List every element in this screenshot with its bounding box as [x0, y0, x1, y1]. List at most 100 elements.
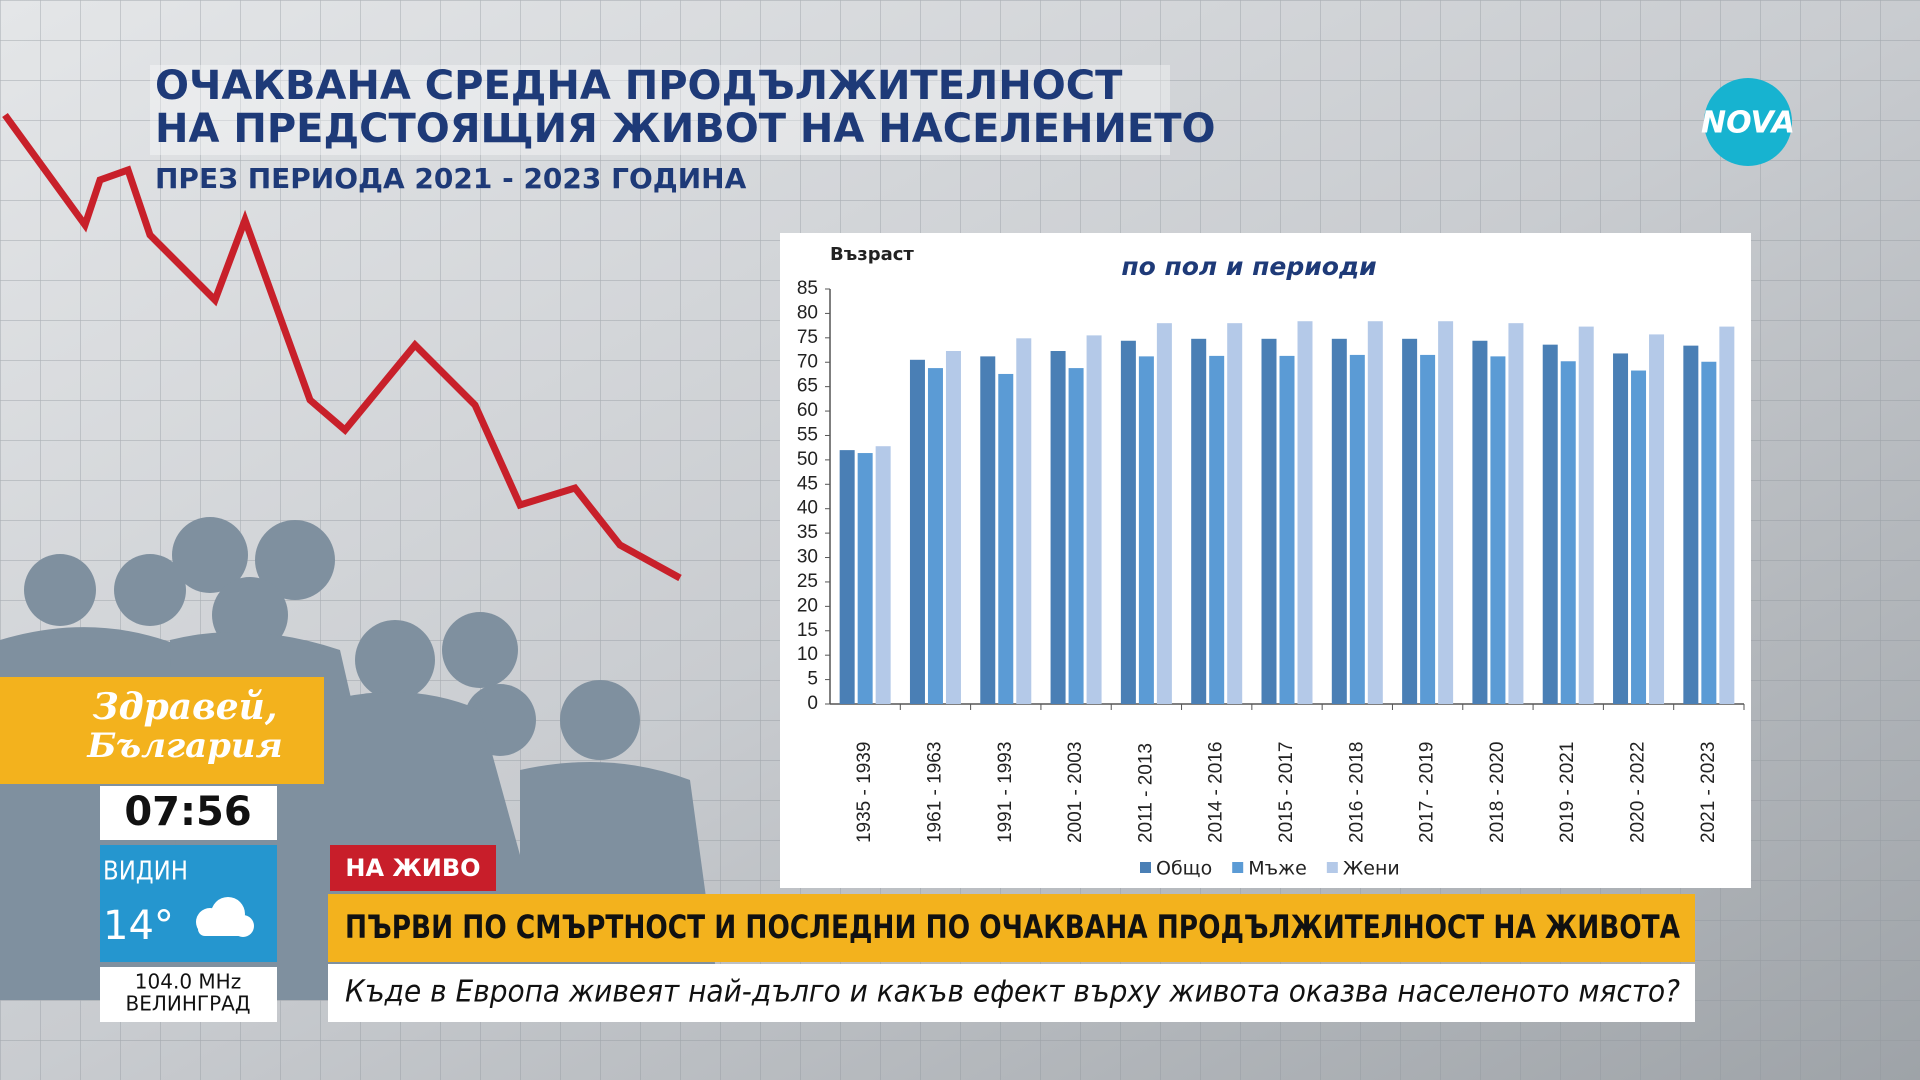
x-tick-label: 2011 - 2013: [1135, 743, 1156, 843]
bar: [1050, 351, 1066, 704]
y-tick-label: 45: [797, 473, 818, 494]
bar: [1227, 323, 1243, 704]
bar: [945, 351, 961, 704]
bar: [875, 446, 891, 704]
clock: 07:56: [124, 789, 251, 835]
chart-title: по пол и периоди: [1121, 252, 1376, 281]
legend-label: Жени: [1343, 858, 1400, 880]
show-name: България: [86, 726, 282, 766]
x-tick-label: 2019 - 2021: [1557, 742, 1578, 843]
headline: ПЪРВИ ПО СМЪРТНОСТ И ПОСЛЕДНИ ПО ОЧАКВАН…: [345, 908, 1680, 946]
bar: [1560, 361, 1576, 704]
logo-text: NOVA: [1701, 106, 1795, 141]
x-tick-label: 1961 - 1963: [924, 742, 945, 843]
chart: Възраст по пол и периоди 0 5 10 15 20 25 30 35 4…: [797, 244, 1745, 880]
y-tick-label: 70: [797, 351, 818, 372]
bar: [1542, 344, 1558, 704]
y-tick-label: 85: [797, 278, 818, 299]
y-tick-label: 60: [797, 400, 818, 421]
x-tick-label: 1935 - 1939: [854, 742, 875, 843]
y-tick-label: 20: [797, 595, 818, 616]
headline-bar: [328, 894, 1695, 962]
y-tick-label: 50: [797, 449, 818, 470]
title: НА ПРЕДСТОЯЩИЯ ЖИВОТ НА НАСЕЛЕНИЕТО: [155, 106, 1216, 152]
bar: [1420, 354, 1436, 704]
bar: [1508, 323, 1524, 704]
bar: [1156, 323, 1172, 704]
x-tick-label: 2020 - 2022: [1628, 742, 1649, 843]
bar: [1402, 338, 1418, 704]
bar: [1438, 321, 1454, 704]
weather-box: [100, 845, 277, 962]
weather-city: ВИДИН: [103, 857, 188, 887]
show-name: Здравей,: [93, 686, 278, 728]
bar: [1578, 326, 1594, 704]
bar: [1209, 355, 1225, 704]
live-badge: [330, 845, 496, 891]
bar: [1261, 338, 1277, 704]
bar: [1016, 338, 1032, 704]
bar: [1349, 354, 1365, 704]
bar: [980, 356, 996, 704]
bar: [998, 373, 1014, 704]
y-tick-label: 35: [797, 522, 818, 543]
x-tick-label: 2014 - 2016: [1206, 742, 1227, 843]
bar: [1279, 355, 1295, 704]
bar: [1086, 335, 1102, 704]
radio-frequency: 104.0 MHz: [135, 970, 241, 994]
bar: [909, 359, 925, 704]
weather-icon: [196, 897, 254, 937]
bar: [927, 368, 943, 704]
y-tick-label: 55: [797, 424, 818, 445]
x-tick-label: 2017 - 2019: [1417, 742, 1438, 843]
bar: [1367, 321, 1383, 704]
legend-label: Мъже: [1248, 858, 1307, 880]
bar: [1719, 326, 1735, 704]
bar: [1613, 353, 1629, 704]
bar: [839, 450, 855, 704]
y-tick-label: 10: [797, 644, 818, 665]
live-label: НА ЖИВО: [345, 854, 480, 882]
x-tick-label: 2001 - 2003: [1065, 742, 1086, 843]
radio-box: [100, 967, 277, 1022]
y-tick-label: 25: [797, 571, 818, 592]
bar: [1490, 356, 1506, 704]
bar: [1297, 321, 1313, 704]
decorative-line: [2, 112, 682, 582]
title-panel: [150, 65, 1170, 155]
subheadline-bar: [328, 964, 1695, 1022]
legend-label: Общо: [1156, 858, 1212, 880]
bar: [1683, 345, 1699, 704]
y-tick-label: 30: [797, 547, 818, 568]
legend-swatch: [1140, 862, 1151, 873]
y-tick-label: 0: [807, 693, 818, 714]
bar: [1138, 356, 1154, 704]
weather-temp: 14°: [103, 903, 174, 949]
bar: [1191, 338, 1207, 704]
bar: [857, 453, 873, 704]
x-tick-label: 2018 - 2020: [1487, 742, 1508, 843]
bar: [1631, 370, 1647, 704]
subheadline: Къде в Европа живеят най-дълго и какъв е…: [345, 975, 1680, 1010]
bar: [1120, 340, 1136, 704]
y-tick-label: 65: [797, 376, 818, 397]
bar: [1068, 368, 1084, 704]
logo: [1704, 78, 1792, 166]
y-tick-label: 40: [797, 498, 818, 519]
x-tick-label: 2021 - 2023: [1698, 742, 1719, 843]
y-tick-label: 80: [797, 302, 818, 323]
x-tick-label: 2015 - 2017: [1276, 742, 1297, 843]
title: ОЧАКВАНА СРЕДНА ПРОДЪЛЖИТЕЛНОСТ: [155, 63, 1123, 109]
clock-box: [100, 786, 277, 840]
x-tick-label: 2016 - 2018: [1346, 742, 1367, 843]
bar: [1649, 334, 1665, 704]
subtitle: ПРЕЗ ПЕРИОДА 2021 - 2023 ГОДИНА: [155, 162, 747, 195]
y-tick-label: 5: [807, 669, 818, 690]
bar: [1701, 361, 1717, 704]
bar: [1331, 338, 1347, 704]
x-tick-label: 1991 - 1993: [995, 742, 1016, 843]
bar: [1472, 340, 1488, 704]
show-badge: [0, 677, 324, 784]
